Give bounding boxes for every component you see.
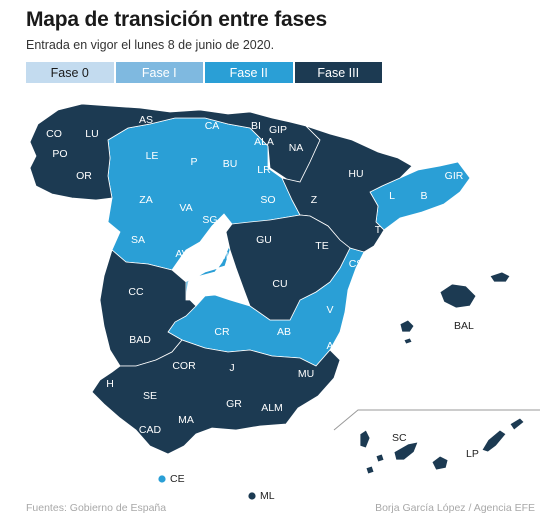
province-label-bal: BAL xyxy=(454,320,474,332)
province-label-bu: BU xyxy=(223,158,238,170)
province-label-ca: CA xyxy=(205,120,220,132)
province-label-ml: ML xyxy=(260,490,275,502)
mallorca-island xyxy=(439,283,477,309)
province-label-z: Z xyxy=(311,194,318,206)
province-label-ala: ALA xyxy=(254,136,274,148)
legend-label: Fase III xyxy=(317,65,360,80)
formentera-island xyxy=(403,337,413,345)
province-label-to: TO xyxy=(191,278,205,290)
province-label-gir: GIR xyxy=(445,170,464,182)
canary-inset-frame xyxy=(333,409,540,431)
gran-canaria-island xyxy=(431,455,449,471)
province-label-or: OR xyxy=(76,170,92,182)
melilla-marker xyxy=(247,491,257,501)
province-label-b: B xyxy=(420,190,427,202)
province-label-p: P xyxy=(190,156,197,168)
province-label-le: LE xyxy=(146,150,159,162)
la-gomera-island xyxy=(375,453,385,463)
province-label-bi: BI xyxy=(251,120,261,132)
guadalajara-cuenca-region xyxy=(225,214,351,321)
andalucia-murcia-region xyxy=(91,339,341,455)
fase-iii-areas xyxy=(29,103,413,455)
galicia-asturias-north-region xyxy=(29,103,321,201)
province-label-l: L xyxy=(389,190,395,202)
province-label-co: CO xyxy=(46,128,62,140)
province-label-v: V xyxy=(326,304,333,316)
legend-item-fase-i: Fase I xyxy=(115,62,203,83)
province-label-ce: CE xyxy=(170,473,185,485)
aragon-navarra-region xyxy=(281,125,413,253)
legend-label: Fase I xyxy=(141,65,177,80)
menorca-island xyxy=(489,271,511,283)
province-label-cor: COR xyxy=(172,360,196,372)
credit-note: Borja García López / Agencia EFE xyxy=(375,502,535,514)
lanzarote-island xyxy=(509,417,525,431)
province-label-so: SO xyxy=(260,194,275,206)
legend-item-fase-iii: Fase III xyxy=(294,62,382,83)
province-label-cu: CU xyxy=(272,278,287,290)
province-label-cr: CR xyxy=(214,326,230,338)
ibiza-island xyxy=(399,319,415,333)
balearic-islands xyxy=(399,271,511,345)
tenerife-island xyxy=(393,441,419,461)
province-label-a: A xyxy=(326,340,333,352)
province-label-bad: BAD xyxy=(129,334,151,346)
legend-item-fase-0: Fase 0 xyxy=(26,62,114,83)
province-label-gr: GR xyxy=(226,398,242,410)
extremadura-region xyxy=(99,249,197,367)
province-label-te: TE xyxy=(315,240,328,252)
province-label-ab: AB xyxy=(277,326,291,338)
province-label-lu: LU xyxy=(85,128,98,140)
province-label-hu: HU xyxy=(348,168,363,180)
legend-item-fase-ii: Fase II xyxy=(205,62,293,83)
phase-legend: Fase 0 Fase I Fase II Fase III xyxy=(26,62,382,83)
province-label-po: PO xyxy=(52,148,67,160)
province-label-se: SE xyxy=(143,390,157,402)
map-title: Mapa de transición entre fases xyxy=(26,8,327,31)
province-label-lp: LP xyxy=(466,448,479,460)
province-label-alm: ALM xyxy=(261,402,283,414)
fuerteventura-island xyxy=(481,429,507,453)
province-label-lr: LR xyxy=(257,164,271,176)
province-label-sg: SG xyxy=(202,214,217,226)
province-label-na: NA xyxy=(289,142,304,154)
el-hierro-island xyxy=(365,465,375,475)
province-label-cc: CC xyxy=(128,286,144,298)
source-note: Fuentes: Gobierno de España xyxy=(26,502,167,514)
province-label-av: AV xyxy=(175,248,188,260)
province-label-ma: MA xyxy=(178,414,194,426)
legend-label: Fase II xyxy=(229,65,268,80)
province-label-gu: GU xyxy=(256,234,272,246)
province-label-mu: MU xyxy=(298,368,314,380)
legend-label: Fase 0 xyxy=(50,65,89,80)
province-label-t: T xyxy=(375,224,382,236)
la-palma-island xyxy=(359,429,371,449)
province-label-cad: CAD xyxy=(139,424,162,436)
province-label-sa: SA xyxy=(131,234,145,246)
map-subtitle: Entrada en vigor el lunes 8 de junio de … xyxy=(26,38,275,52)
province-label-sc: SC xyxy=(392,432,407,444)
province-label-va: VA xyxy=(179,202,192,214)
province-label-h: H xyxy=(106,378,114,390)
province-label-za: ZA xyxy=(139,194,152,206)
ceuta-marker xyxy=(157,474,167,484)
province-label-j: J xyxy=(229,362,234,374)
canary-inset xyxy=(333,409,540,475)
province-label-as: AS xyxy=(139,114,153,126)
province-label-gip: GIP xyxy=(269,124,287,136)
province-label-cs: CS xyxy=(349,258,364,270)
province-label-m: M xyxy=(220,250,229,262)
